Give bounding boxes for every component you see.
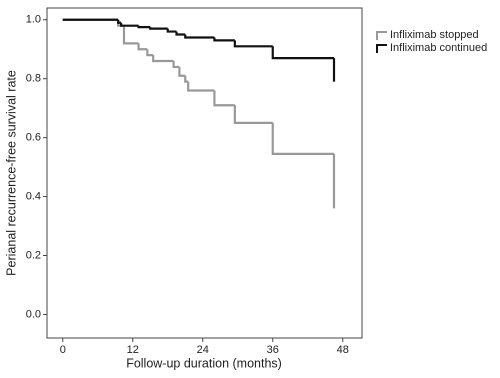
survival-step [271,46,334,60]
survival-step [213,37,235,42]
y-tick-label: 0.4 [26,190,41,202]
survival-step [149,27,168,30]
x-tick-label: 48 [337,344,349,356]
y-tick-label: 0.2 [26,249,41,261]
y-axis-label: Perianal recurrence-free survival rate [4,70,18,276]
y-tick-label: 0.0 [26,308,41,320]
survival-step [184,34,215,39]
y-tick-label: 0.6 [26,132,41,144]
survival-step [146,49,154,57]
survival-step [178,66,186,77]
x-tick-label: 12 [127,344,139,356]
survival-step [213,90,235,107]
legend-swatch [376,44,387,53]
legend-label: Infliximab continued [390,42,487,54]
x-tick-label: 24 [197,344,209,356]
survival-step [187,81,215,92]
survival-step [271,122,334,155]
survival-step [137,43,148,51]
survival-step [233,40,273,48]
x-axis-label: Follow-up duration (months) [126,356,282,370]
y-tick-label: 0.8 [26,73,41,85]
survival-step [175,31,186,36]
legend-label: Infliximab stopped [390,29,479,41]
survival-step [233,105,273,125]
survival-step [137,25,151,29]
survival-step [119,22,139,27]
survival-step [172,61,180,69]
plot-frame [46,7,363,339]
legend-swatch [376,31,387,40]
y-tick-label: 1.0 [26,14,41,26]
survival-step [122,25,139,45]
survival-step [152,55,174,63]
survival-step [117,19,122,24]
survival-step [184,75,189,83]
survival-step [166,28,177,33]
x-tick-label: 0 [60,344,66,356]
x-tick-label: 36 [267,344,279,356]
